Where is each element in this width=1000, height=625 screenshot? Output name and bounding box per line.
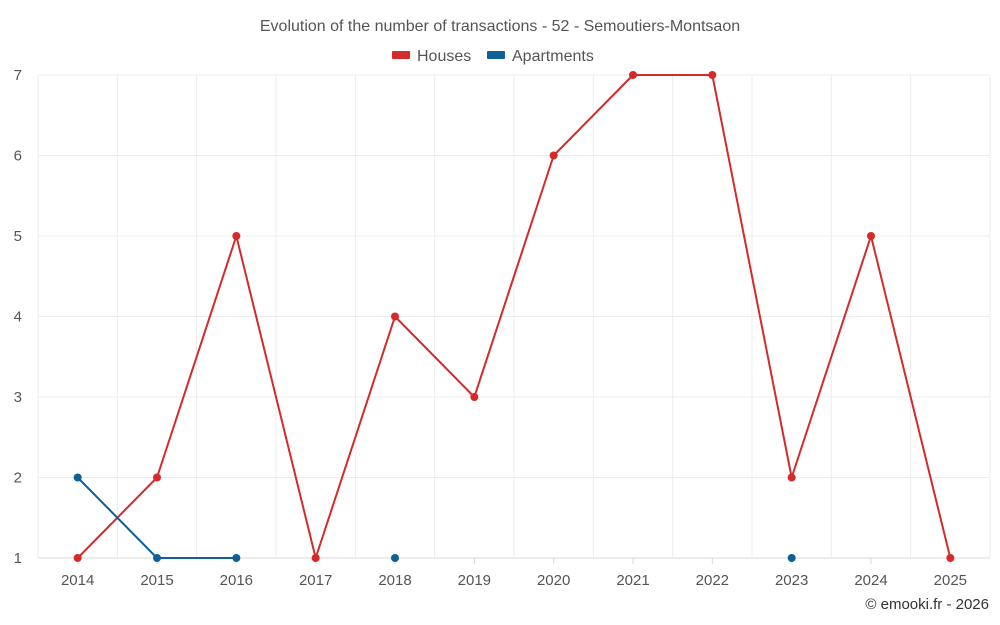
data-point-houses-2014[interactable] [73, 554, 82, 562]
x-tick-label: 2021 [616, 572, 649, 589]
y-axis-ticks: 1 2 3 4 5 6 7 [14, 67, 22, 567]
data-point-houses-2022[interactable] [708, 71, 717, 79]
y-tick-label: 4 [14, 309, 22, 326]
x-tick-label: 2024 [854, 572, 887, 589]
data-point-houses-2025[interactable] [946, 554, 955, 562]
data-point-houses-2015[interactable] [153, 473, 161, 482]
y-tick-label: 5 [14, 228, 22, 245]
y-tick-label: 2 [14, 470, 22, 487]
x-tick-label: 2016 [220, 572, 253, 589]
data-point-apartments-2016[interactable] [232, 554, 241, 562]
data-point-apartments-2015[interactable] [153, 554, 161, 562]
legend-swatch-apartments [487, 51, 505, 59]
data-point-houses-2016[interactable] [232, 232, 241, 240]
y-tick-label: 7 [14, 67, 22, 84]
series-houses [73, 71, 955, 562]
series-apartments [73, 473, 796, 562]
data-point-apartments-2018[interactable] [391, 554, 399, 562]
legend: Houses Apartments [392, 48, 594, 65]
chart-title: Evolution of the number of transactions … [260, 18, 740, 35]
y-tick-label: 3 [14, 389, 22, 406]
x-axis-ticks: 2014 2015 2016 2017 2018 2019 2020 2021 2022 2023… [61, 558, 967, 589]
data-point-houses-2020[interactable] [549, 151, 558, 160]
x-tick-label: 2020 [537, 572, 570, 589]
data-point-houses-2023[interactable] [787, 473, 796, 482]
data-point-apartments-2014[interactable] [73, 473, 82, 482]
series-layer [73, 71, 955, 562]
data-point-houses-2019[interactable] [470, 393, 479, 401]
series-line-houses [76, 74, 952, 559]
y-tick-label: 6 [14, 148, 22, 165]
legend-label-houses[interactable]: Houses [417, 48, 471, 65]
x-tick-label: 2023 [775, 572, 808, 589]
credit-text: © emooki.fr - 2026 [865, 596, 989, 613]
x-tick-label: 2019 [458, 572, 491, 589]
data-point-houses-2024[interactable] [867, 232, 875, 240]
x-tick-label: 2017 [299, 572, 332, 589]
data-point-houses-2021[interactable] [629, 71, 637, 79]
x-tick-label: 2015 [140, 572, 173, 589]
x-tick-label: 2022 [696, 572, 729, 589]
x-tick-label: 2018 [378, 572, 411, 589]
data-point-houses-2018[interactable] [391, 312, 399, 321]
y-tick-label: 1 [14, 550, 22, 567]
legend-swatch-houses [392, 51, 410, 59]
x-tick-label: 2014 [61, 572, 94, 589]
data-point-apartments-2023[interactable] [787, 554, 796, 562]
x-tick-label: 2025 [934, 572, 967, 589]
data-point-houses-2017[interactable] [311, 554, 320, 562]
gridlines [37, 74, 991, 559]
legend-label-apartments[interactable]: Apartments [512, 48, 594, 65]
